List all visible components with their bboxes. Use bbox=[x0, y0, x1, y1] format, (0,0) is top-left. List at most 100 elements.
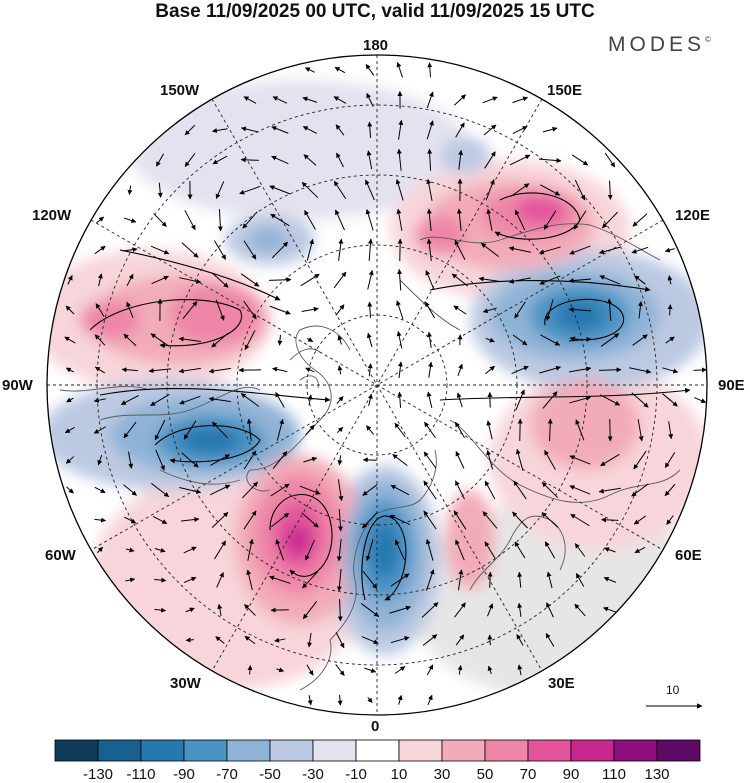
wind-vector bbox=[396, 208, 403, 231]
wind-vector bbox=[212, 128, 228, 133]
wind-vector bbox=[483, 124, 497, 136]
wind-vector bbox=[604, 547, 616, 553]
wind-vector bbox=[304, 210, 316, 230]
colorbar-tick-label: 50 bbox=[476, 766, 494, 783]
wind-vector bbox=[304, 67, 315, 73]
wind-vector bbox=[154, 547, 166, 553]
wind-vector bbox=[458, 149, 464, 170]
colorbar-swatch bbox=[656, 739, 701, 762]
wind-vector bbox=[179, 395, 201, 405]
wind-vector bbox=[390, 636, 410, 644]
wind-vector bbox=[272, 96, 288, 104]
wind-vector bbox=[305, 539, 315, 561]
wind-vector bbox=[337, 598, 343, 622]
wind-vector bbox=[336, 569, 342, 592]
wind-vector bbox=[217, 208, 223, 232]
wind-vector bbox=[301, 512, 319, 528]
wind-vector bbox=[94, 366, 105, 374]
wind-vector bbox=[598, 487, 621, 494]
wind-vector bbox=[337, 335, 343, 345]
wind-vector bbox=[512, 334, 528, 346]
wind-vector bbox=[665, 336, 675, 344]
wind-vector bbox=[94, 486, 106, 494]
wind-vector bbox=[568, 278, 591, 284]
wind-vector bbox=[305, 367, 315, 373]
wind-vector bbox=[487, 634, 493, 646]
wind-vector bbox=[482, 96, 498, 104]
wind-vector bbox=[571, 154, 589, 166]
wind-vector bbox=[154, 419, 166, 441]
wind-vector bbox=[428, 361, 433, 378]
wind-vector bbox=[425, 270, 435, 290]
wind-vector bbox=[398, 119, 404, 140]
wind-vector bbox=[545, 633, 555, 647]
wind-vector bbox=[604, 152, 616, 168]
wind-vector bbox=[517, 571, 523, 588]
wind-vector bbox=[569, 455, 591, 465]
wind-vector bbox=[426, 91, 434, 109]
wind-vector bbox=[569, 245, 591, 255]
wind-vector bbox=[65, 367, 74, 373]
colorbar-tick-label: -70 bbox=[216, 766, 238, 783]
wind-vector bbox=[486, 450, 494, 470]
wind-vector bbox=[157, 182, 163, 198]
wind-vector bbox=[541, 512, 559, 528]
wind-vector bbox=[337, 455, 343, 466]
map-disk bbox=[47, 55, 707, 715]
wind-vector bbox=[509, 154, 531, 166]
wind-vector bbox=[598, 246, 621, 255]
wind-vector bbox=[268, 277, 292, 283]
wind-vector bbox=[426, 664, 434, 676]
wind-vector bbox=[123, 421, 137, 439]
wind-vector bbox=[272, 366, 288, 373]
wind-vector bbox=[239, 185, 261, 195]
wind-vector bbox=[601, 517, 619, 523]
wind-vector bbox=[336, 152, 344, 168]
colorbar-tick-label: 110 bbox=[602, 766, 626, 783]
wind-vector bbox=[307, 337, 314, 343]
wind-vector bbox=[514, 209, 526, 231]
wind-vector bbox=[333, 180, 347, 200]
colorbar-swatch bbox=[140, 739, 185, 762]
wind-vector bbox=[662, 393, 678, 407]
wind-vector bbox=[211, 272, 229, 288]
wind-vector bbox=[94, 334, 106, 346]
wind-vector bbox=[629, 367, 652, 374]
wind-vector bbox=[276, 418, 285, 441]
colorbar-tick-label: 130 bbox=[644, 766, 670, 783]
wind-vector bbox=[65, 305, 75, 315]
wind-vector bbox=[271, 512, 290, 528]
wind-vector bbox=[457, 664, 463, 675]
wind-vector bbox=[427, 331, 432, 348]
wind-vector bbox=[209, 484, 231, 496]
wind-vector bbox=[240, 273, 260, 287]
map-boundary bbox=[46, 54, 708, 716]
wind-vector bbox=[423, 451, 437, 469]
lon-label-30e: 30E bbox=[548, 675, 575, 692]
wind-vector bbox=[365, 64, 375, 76]
colorbar-tick-label: -110 bbox=[126, 766, 156, 783]
wind-vector bbox=[269, 305, 291, 315]
wind-vector bbox=[302, 96, 318, 103]
wind-vector bbox=[150, 245, 170, 255]
wind-vector bbox=[545, 299, 554, 322]
wind-vector bbox=[600, 394, 621, 406]
wind-vector bbox=[425, 569, 435, 591]
lon-label-60e: 60E bbox=[675, 547, 702, 564]
wind-vector bbox=[155, 449, 165, 471]
wind-vector bbox=[453, 510, 467, 530]
wind-vector bbox=[366, 92, 374, 107]
wind-vector bbox=[603, 576, 617, 583]
wind-vector bbox=[455, 480, 465, 500]
wind-vector bbox=[336, 539, 342, 562]
wind-vector bbox=[485, 365, 495, 375]
lon-label-180: 180 bbox=[363, 37, 389, 54]
wind-vector bbox=[208, 396, 231, 403]
wind-vector bbox=[426, 120, 434, 140]
wind-vector bbox=[480, 242, 500, 258]
wind-vector bbox=[337, 508, 343, 532]
wind-vector bbox=[485, 337, 495, 343]
wind-vector bbox=[540, 184, 561, 196]
wind-vector bbox=[664, 247, 675, 253]
